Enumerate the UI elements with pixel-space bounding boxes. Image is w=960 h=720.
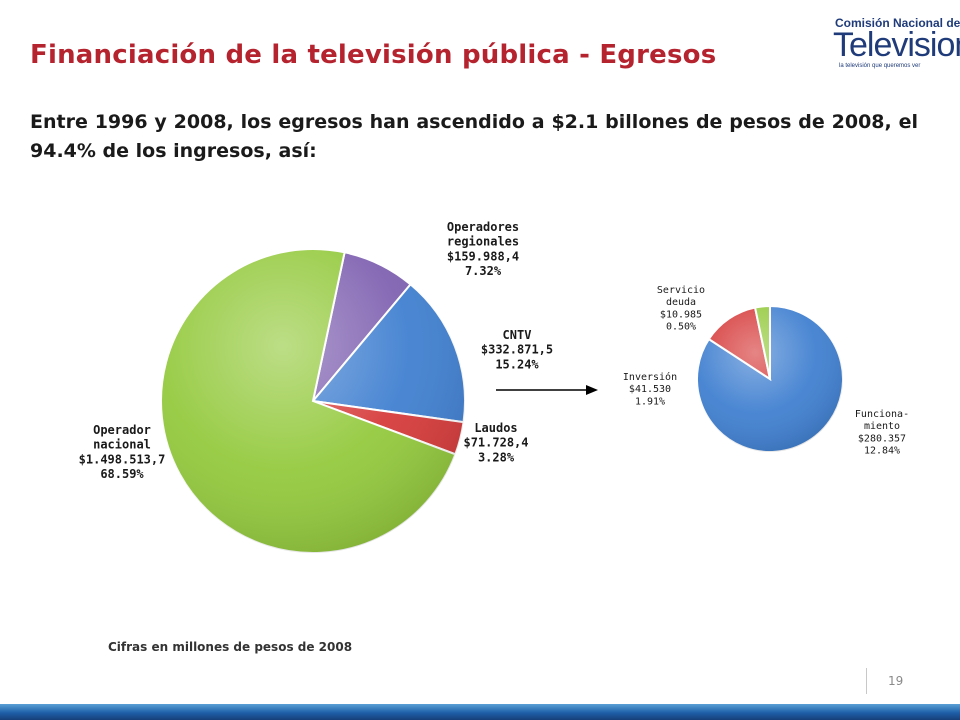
cntv-breakdown-pie: [696, 304, 844, 453]
main-pie-label-3-label-1: nacional: [93, 438, 151, 452]
main-pie-label-3-label-0: Operador: [93, 423, 151, 437]
footnote: Cifras en millones de pesos de 2008: [108, 640, 353, 654]
main-pie-labels: Operadoresregionales$159.988,47.32%CNTV$…: [79, 220, 553, 481]
main-pie-shine: [161, 249, 465, 553]
page-subtitle: Entre 1996 y 2008, los egresos han ascen…: [30, 111, 918, 162]
main-pie-label-1-label-0: CNTV: [503, 328, 532, 342]
cntv-pie-labels: Funciona-miento$280.357 12.84% Inversión$4…: [623, 285, 909, 457]
sub-pie-label-1-amount: $41.530: [629, 384, 671, 395]
page-number: 19: [888, 674, 904, 688]
sub-pie-label-2-percent: 0.50%: [666, 322, 696, 333]
main-pie: [160, 248, 466, 554]
main-pie-label-3-amount: $1.498.513,7: [79, 452, 166, 466]
page-divider: [866, 668, 867, 694]
main-pie-label-2-percent: 3.28%: [478, 450, 515, 464]
sub-pie-label-0-label-1: miento: [864, 421, 900, 432]
main-pie-label-1-percent: 15.24%: [495, 357, 539, 371]
main-pie-label-0-percent: 7.32%: [465, 264, 502, 278]
sub-pie-shine: [697, 306, 843, 452]
sub-pie-label-0-percent: 12.84%: [864, 446, 900, 457]
bottom-bar: [0, 704, 960, 720]
page-title: Financiación de la televisión pública - …: [30, 40, 717, 70]
cntv-logo: Comisión Nacional de Television la telev…: [833, 8, 960, 82]
main-pie-label-1-amount: $332.871,5: [481, 343, 553, 357]
sub-pie-label-2-label-0: Servicio: [657, 285, 705, 296]
sub-pie-label-1-label-0: Inversión: [623, 371, 677, 383]
main-pie-label-0-amount: $159.988,4: [447, 249, 519, 263]
main-pie-label-3-percent: 68.59%: [100, 467, 144, 481]
logo-tagline: la televisión que queremos ver: [839, 63, 921, 69]
logo-line-2: Television: [833, 26, 960, 64]
main-pie-label-0-label-1: regionales: [447, 235, 519, 249]
main-pie-label-2-label-0: Laudos: [474, 421, 517, 435]
sub-pie-label-2-label-1: deuda: [666, 297, 696, 308]
sub-pie-label-0-label-0: Funciona-: [855, 409, 909, 420]
main-pie-label-0-label-0: Operadores: [447, 220, 519, 234]
main-pie-label-2-amount: $71.728,4: [463, 436, 528, 450]
sub-pie-label-1-percent: 1.91%: [635, 396, 665, 407]
sub-pie-label-0-amount: $280.357: [858, 433, 906, 444]
sub-pie-label-2-amount: $10.985: [660, 309, 702, 320]
arrow-head-icon: [586, 385, 598, 395]
logo-line-1: Comisión Nacional de: [835, 16, 960, 30]
